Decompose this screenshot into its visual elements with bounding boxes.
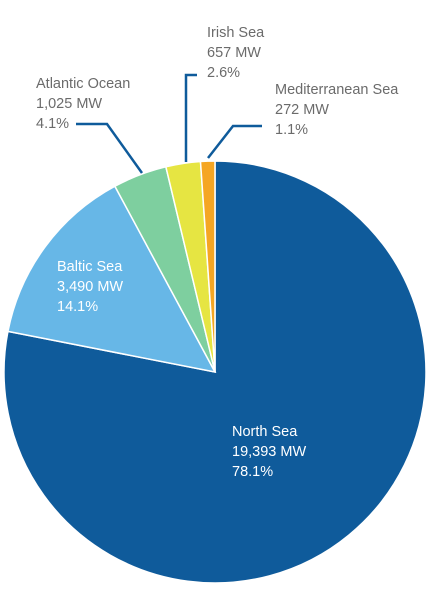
label-baltic-sea-percent: 14.1% — [57, 299, 98, 315]
label-irish-sea-percent: 2.6% — [207, 65, 240, 81]
pie-slices — [3, 160, 427, 584]
slice-label-north-sea: North Sea 19,393 MW 78.1% — [232, 424, 306, 480]
label-baltic-sea-value: 3,490 MW — [57, 279, 123, 295]
slice-label-baltic-sea: Baltic Sea 3,490 MW 14.1% — [57, 259, 123, 315]
leader-line-mediterranean-sea — [207, 124, 262, 159]
pie-slice-baltic-sea — [7, 185, 217, 374]
label-atlantic-ocean-value: 1,025 MW — [36, 96, 102, 112]
slice-label-irish-sea: Irish Sea 657 MW 2.6% — [207, 25, 265, 81]
label-atlantic-ocean-name: Atlantic Ocean — [36, 76, 130, 92]
label-mediterranean-sea-percent: 1.1% — [275, 122, 308, 138]
slice-label-mediterranean-sea: Mediterranean Sea 272 MW 1.1% — [275, 82, 399, 138]
label-north-sea-percent: 78.1% — [232, 464, 273, 480]
label-baltic-sea-name: Baltic Sea — [57, 259, 123, 275]
leader-line-atlantic-ocean — [76, 122, 144, 174]
label-mediterranean-sea-name: Mediterranean Sea — [275, 82, 399, 98]
label-atlantic-ocean-percent: 4.1% — [36, 116, 69, 132]
leader-line-irish-sea — [184, 73, 197, 162]
label-irish-sea-value: 657 MW — [207, 45, 261, 61]
leader-lines — [76, 73, 262, 174]
label-north-sea-name: North Sea — [232, 424, 298, 440]
pie-slice-mediterranean-sea — [199, 160, 216, 373]
label-north-sea-value: 19,393 MW — [232, 444, 306, 460]
label-mediterranean-sea-value: 272 MW — [275, 102, 329, 118]
slice-label-atlantic-ocean: Atlantic Ocean 1,025 MW 4.1% — [36, 76, 130, 132]
label-irish-sea-name: Irish Sea — [207, 25, 265, 41]
